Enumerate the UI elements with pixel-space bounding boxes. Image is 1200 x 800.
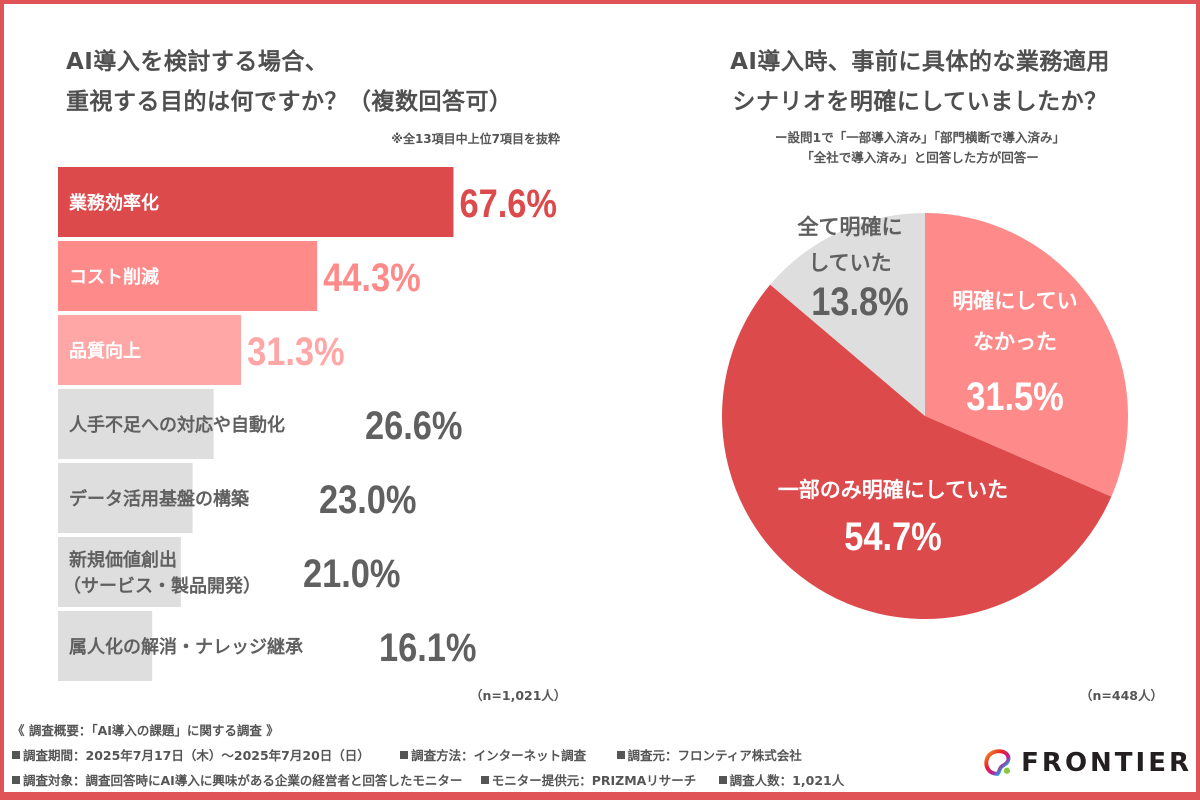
pie-slice (925, 213, 1128, 497)
survey-overview-line2: 調査対象：調査回答時にAI導入に興味がある企業の経営者と回答したモニター モニタ… (12, 770, 844, 789)
bar-row: コスト削減 44.3% (58, 241, 421, 311)
pie-slice-label: 明確にしてい (952, 289, 1077, 313)
pie-slice-label-group: 一部のみ明確にしていた 54.7% (778, 478, 1008, 559)
pie-chart-sample-size: （n=448人） (1080, 688, 1163, 703)
bullet-square-icon (480, 776, 489, 784)
bar-category-label: コスト削減 (69, 266, 159, 288)
survey-provider: モニター提供元：PRIZMAリサーチ (491, 773, 697, 788)
frontier-swirl-icon (984, 749, 1011, 776)
bullet-square-icon (400, 751, 409, 759)
bar-value-label: 21.0% (303, 551, 401, 596)
bar-value-label: 23.0% (319, 477, 417, 522)
bar-row: 新規価値創出 （サービス・製品開発） 21.0% (58, 537, 401, 607)
bar (58, 537, 181, 607)
logo-text: FRONTIER (1021, 748, 1192, 778)
bar-value-label: 16.1% (379, 625, 477, 670)
bar-row: データ活用基盤の構築 23.0% (58, 463, 417, 533)
bar-category-label: データ活用基盤の構築 (69, 488, 250, 510)
survey-target: 調査対象：調査回答時にAI導入に興味がある企業の経営者と回答したモニター (23, 773, 463, 788)
pie-slice-value: 13.8% (811, 279, 909, 324)
bar-row: 品質向上 31.3% (58, 315, 345, 385)
bar (58, 611, 153, 681)
pie-slice (770, 213, 925, 416)
bar (58, 389, 214, 459)
pie-slice-label: 一部のみ明確にしていた (778, 478, 1008, 502)
pie-chart-title: AI導入時、事前に具体的な業務適用 シナリオを明確にしていましたか？ (700, 42, 1140, 122)
pie-slice-label: 全て明確に (797, 215, 903, 239)
bar-category-label: 人手不足への対応や自動化 (69, 414, 285, 436)
bar-chart-sample-size: （n=1,021人） (470, 688, 567, 703)
bar-category-label: 業務効率化 (68, 192, 159, 214)
bar-value-label: 67.6% (459, 181, 557, 226)
bar-chart: 業務効率化 67.6% コスト削減 44.3% 品質向上 31.3% 人手不足への対応や自動… (58, 167, 557, 681)
pie-slice-label: していた (808, 251, 891, 275)
bar-category-label: 品質向上 (69, 340, 141, 362)
bar (58, 463, 193, 533)
bar-chart-title: AI導入を検討する場合、 重視する目的は何ですか？（複数回答可） (66, 42, 513, 122)
survey-method: 調査方法：インターネット調査 (411, 748, 587, 763)
survey-overview-title: 《 調査概要：「AI導入の課題」に関する調査 》 (12, 723, 279, 738)
bar (58, 315, 242, 385)
pie-slice-value: 54.7% (844, 514, 942, 559)
pie-slice (721, 284, 1112, 620)
survey-period: 調査期間：2025年7月17日（木）～2025年7月20日（日） (23, 748, 370, 763)
survey-count: 調査人数：1,021人 (729, 773, 845, 788)
bullet-square-icon (12, 751, 20, 759)
bar-chart-title-line2: 重視する目的は何ですか？（複数回答可） (66, 89, 513, 115)
bar-chart-title-line1: AI導入を検討する場合、 (66, 49, 329, 75)
survey-organizer: 調査元：フロンティア株式会社 (627, 748, 802, 763)
frontier-logo: FRONTIER (982, 742, 1192, 784)
bar (58, 167, 454, 237)
bar-value-label: 26.6% (365, 403, 463, 448)
survey-overview-line1: 調査期間：2025年7月17日（木）～2025年7月20日（日） 調査方法：イン… (12, 745, 802, 764)
pie-chart-subtitle-line2: 「全社で導入済み」と回答した方が回答ー (801, 150, 1039, 165)
bar-row: 業務効率化 67.6% (58, 167, 557, 237)
bar-chart-note: ※全13項目中上位7項目を抜粋 (391, 132, 560, 146)
bar-row: 人手不足への対応や自動化 26.6% (58, 389, 463, 459)
pie-chart-subtitle: ー設問1で「一部導入済み」「部門横断で導入済み」 「全社で導入済み」と回答した方… (700, 128, 1140, 168)
bar-row: 属人化の解消・ナレッジ継承 16.1% (58, 611, 477, 681)
bar-category-label: 新規価値創出 (69, 549, 177, 571)
pie-chart-title-line1: AI導入時、事前に具体的な業務適用 (730, 49, 1110, 75)
bullet-square-icon (616, 751, 625, 759)
bar-category-label: 属人化の解消・ナレッジ継承 (69, 636, 304, 658)
bar-value-label: 44.3% (323, 255, 421, 300)
bullet-square-icon (12, 776, 20, 784)
bar (58, 241, 318, 311)
pie-chart-subtitle-line1: ー設問1で「一部導入済み」「部門横断で導入済み」 (775, 130, 1065, 145)
bar-value-label: 31.3% (247, 329, 345, 374)
bar-category-label: （サービス・製品開発） (63, 575, 261, 597)
bullet-square-icon (718, 776, 727, 784)
pie-slice-label: なかった (973, 330, 1057, 354)
pie-chart-title-line2: シナリオを明確にしていましたか？ (732, 89, 1108, 115)
pie-slice-value: 31.5% (966, 374, 1064, 419)
